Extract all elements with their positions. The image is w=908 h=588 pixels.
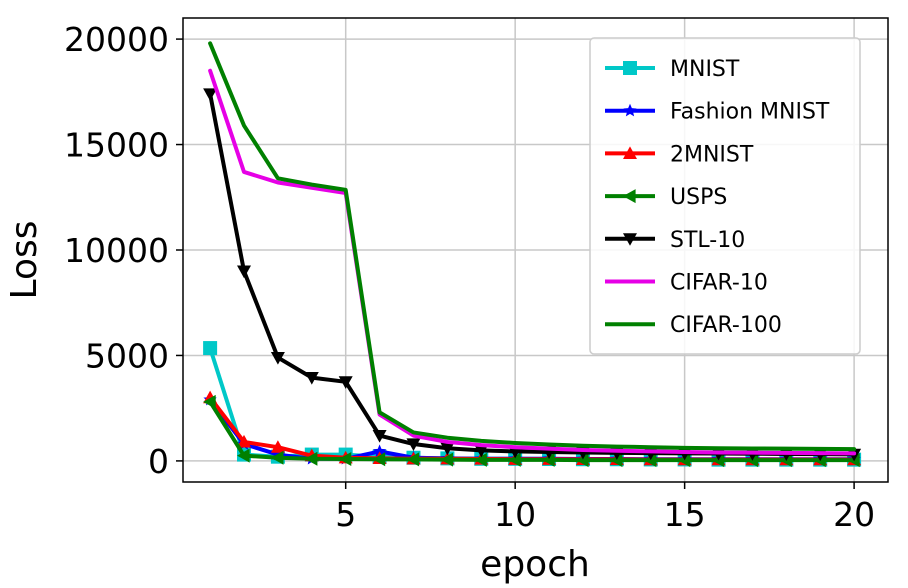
legend-label: MNIST [670,57,740,82]
legend-label: CIFAR-100 [670,313,782,338]
x-tick-label: 5 [335,495,356,534]
legend-marker [623,189,636,204]
data-point [474,452,487,467]
data-point [711,453,725,468]
legend-entry: MNIST [605,57,740,82]
data-point [237,448,250,463]
y-tick-label: 0 [148,442,169,481]
data-point [203,394,216,409]
legend-entry: 2MNIST [605,142,754,167]
x-tick-label: 10 [494,495,536,534]
legend-entry: CIFAR-100 [605,313,782,338]
data-point [406,452,420,467]
series-usps [203,394,860,468]
data-point [270,440,285,453]
x-axis-title: epoch [480,544,590,585]
data-point [542,452,555,467]
data-point [203,341,218,356]
legend-entry: Fashion MNIST [605,100,830,125]
data-point [440,442,455,456]
data-point [372,430,387,443]
data-point [779,453,792,468]
x-tick-label: 15 [664,495,706,534]
series-line [208,68,857,456]
y-tick-label: 20000 [64,20,169,59]
data-point [406,438,421,452]
series-cifar-100 [208,41,857,452]
legend-label: USPS [670,185,727,210]
legend-entry: CIFAR-10 [605,271,768,296]
data-point [203,88,218,101]
data-point [237,434,252,448]
legend-marker [623,146,637,159]
data-point [304,372,319,385]
data-point [677,453,691,468]
legend-marker [623,61,637,75]
legend-label: 2MNIST [670,142,754,167]
data-point [643,453,657,468]
y-tick-label: 15000 [64,126,169,165]
series-layer [203,41,862,468]
y-tick-label: 10000 [64,231,169,270]
data-point [575,453,589,468]
axis-ticks: 5 10 15 20 0 5000 10000 15000 20000 [64,20,875,534]
data-point [270,450,284,465]
legend-marker [623,233,637,246]
legend: MNIST Fashion MNIST 2MNIST USPS STL-10 CIFAR-… [589,37,861,355]
legend-entry: USPS [605,185,727,210]
data-point [372,452,386,467]
legend-label: Fashion MNIST [670,100,830,125]
legend-box [589,37,861,355]
data-point [609,453,623,468]
data-point [745,453,759,468]
series-line [208,41,857,452]
data-point [508,452,521,467]
legend-marker [623,103,637,117]
data-point [270,351,285,365]
y-tick-label: 5000 [85,336,169,375]
legend-label: STL-10 [670,228,745,253]
data-point [338,452,352,467]
data-point [304,451,318,466]
data-point [440,452,453,467]
y-axis-title: Loss [4,221,45,300]
legend-entry: STL-10 [605,228,745,253]
data-point [237,265,252,279]
x-tick-label: 20 [833,495,875,534]
legend-label: CIFAR-10 [670,271,768,296]
data-point [338,376,353,389]
series-cifar-10 [208,68,857,456]
data-point [474,444,489,458]
